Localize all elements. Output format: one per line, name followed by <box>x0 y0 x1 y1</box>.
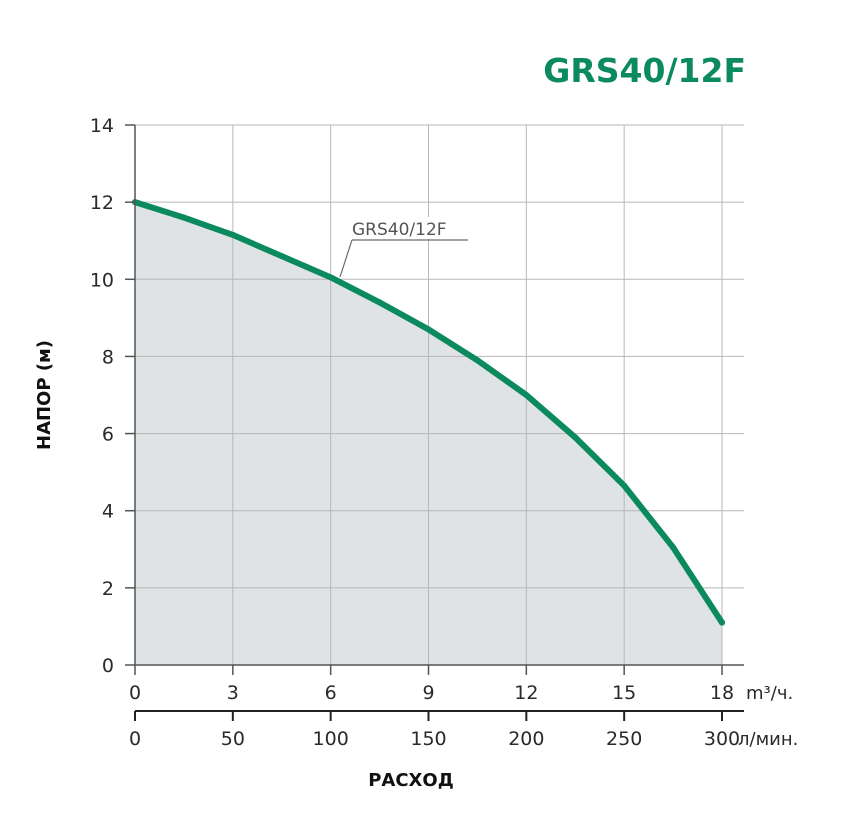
x-tick-label-primary: 9 <box>422 682 434 704</box>
data-point <box>327 274 334 281</box>
x-tick-label-primary: 0 <box>129 682 141 704</box>
x-unit-secondary: л/мин. <box>738 729 798 750</box>
callout-label-bg <box>350 217 470 239</box>
x-tick-label-secondary: 250 <box>606 728 642 750</box>
x-tick-label-primary: 6 <box>325 682 337 704</box>
x-tick-label-primary: 12 <box>514 682 538 704</box>
data-point <box>474 357 481 364</box>
y-tick-label: 12 <box>90 192 114 214</box>
y-tick-label: 14 <box>90 115 114 137</box>
data-point <box>572 434 579 441</box>
callout-label: GRS40/12F <box>352 220 447 240</box>
x-unit-primary: m³/ч. <box>746 683 793 704</box>
y-tick-label: 0 <box>102 655 114 677</box>
data-point <box>180 214 187 221</box>
data-point <box>278 253 285 260</box>
x-tick-label-secondary: 200 <box>508 728 544 750</box>
data-point <box>523 392 530 398</box>
axes: 0 2 4 6 8 10 12 14 0 3 6 9 12 15 18 0 50 100 150 200 250 300 <box>90 115 744 750</box>
data-point <box>670 544 677 551</box>
plot-area <box>132 124 744 665</box>
series-callout: GRS40/12F <box>339 217 470 278</box>
x-tick-label-secondary: 150 <box>410 728 446 750</box>
x-tick-label-secondary: 50 <box>221 728 245 750</box>
x-tick-label-primary: 3 <box>227 682 239 704</box>
y-tick-label: 4 <box>102 501 114 523</box>
y-axis-title: НАПОР (м) <box>34 340 55 450</box>
y-tick-label: 10 <box>90 269 114 291</box>
x-tick-label-secondary: 0 <box>129 728 141 750</box>
y-tick-label: 6 <box>102 424 114 446</box>
x-axis-title: РАСХОД <box>368 770 454 791</box>
x-tick-label-secondary: 300 <box>704 728 740 750</box>
data-point <box>229 231 236 238</box>
x-tick-label-secondary: 100 <box>313 728 349 750</box>
y-tick-label: 2 <box>102 578 114 600</box>
y-tick-label: 8 <box>102 346 114 368</box>
chart-title: GRS40/12F <box>543 51 746 90</box>
data-point <box>425 326 432 333</box>
callout-leader <box>339 239 353 278</box>
data-point <box>621 482 628 489</box>
data-point <box>376 299 383 306</box>
x-tick-label-primary: 15 <box>612 682 636 704</box>
data-point <box>719 619 725 626</box>
x-tick-label-primary: 18 <box>710 682 734 704</box>
